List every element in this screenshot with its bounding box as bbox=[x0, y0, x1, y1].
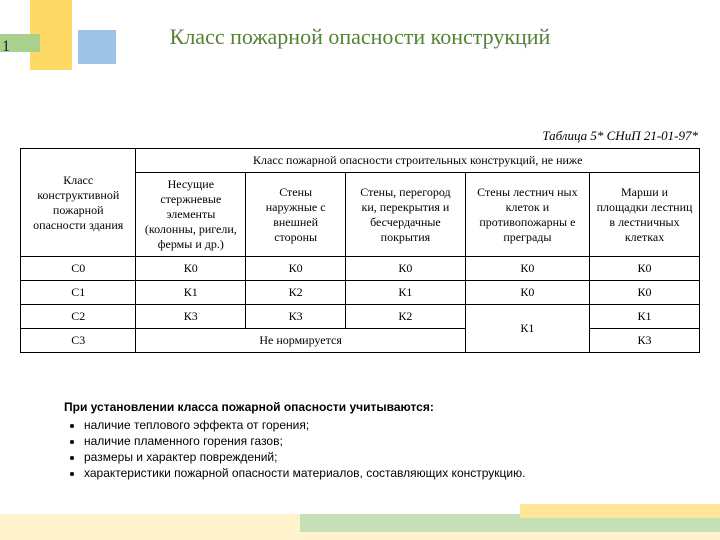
notes-item: наличие теплового эффекта от горения; bbox=[84, 418, 684, 432]
cell: К0 bbox=[346, 257, 466, 281]
table-caption: Таблица 5* СНиП 21-01-97* bbox=[542, 128, 698, 144]
table-row: С1 К1 К2 К1 К0 К0 bbox=[21, 281, 700, 305]
subheader-4: Стены лестнич ных клеток и противопожарн… bbox=[465, 173, 589, 257]
cell: К0 bbox=[590, 257, 700, 281]
subheader-5: Марши и площадки лестниц в лестничных кл… bbox=[590, 173, 700, 257]
cell: К2 bbox=[346, 305, 466, 329]
table-row: С0 К0 К0 К0 К0 К0 bbox=[21, 257, 700, 281]
cell: К1 bbox=[346, 281, 466, 305]
col-header-group: Класс пожарной опасности строительных ко… bbox=[136, 149, 700, 173]
decor-bottom-yellow2 bbox=[520, 504, 720, 518]
notes-block: При установлении класса пожарной опаснос… bbox=[64, 400, 684, 482]
notes-title: При установлении класса пожарной опаснос… bbox=[64, 400, 684, 414]
page-title: Класс пожарной опасности конструкций bbox=[0, 24, 720, 50]
table-row: С3 Не нормируется К3 bbox=[21, 329, 700, 353]
fire-hazard-table: Класс конструктивной пожарной опасности … bbox=[20, 148, 700, 353]
table-row: С2 К3 К3 К2 К1 К1 bbox=[21, 305, 700, 329]
subheader-3: Стены, перегород ки, перекрытия и бесчер… bbox=[346, 173, 466, 257]
cell: К1 bbox=[136, 281, 246, 305]
notes-title-suffix: : bbox=[430, 400, 434, 414]
cell-c0: С2 bbox=[21, 305, 136, 329]
cell: К0 bbox=[465, 281, 589, 305]
cell: К0 bbox=[465, 257, 589, 281]
cell: К3 bbox=[136, 305, 246, 329]
subheader-2: Стены наружные с внешней стороны bbox=[246, 173, 346, 257]
notes-item: наличие пламенного горения газов; bbox=[84, 434, 684, 448]
notes-list: наличие теплового эффекта от горения; на… bbox=[66, 418, 684, 480]
cell: К3 bbox=[590, 329, 700, 353]
notes-item: размеры и характер повреждений; bbox=[84, 450, 684, 464]
table-header-row-1: Класс конструктивной пожарной опасности … bbox=[21, 149, 700, 173]
cell: К1 bbox=[590, 305, 700, 329]
notes-item: характеристики пожарной опасности матери… bbox=[84, 466, 684, 480]
cell-c0: С3 bbox=[21, 329, 136, 353]
cell: К3 bbox=[246, 305, 346, 329]
cell-merged: Не нормируется bbox=[136, 329, 465, 353]
subheader-1: Несущие стержневые элементы (колонны, ри… bbox=[136, 173, 246, 257]
cell: К0 bbox=[590, 281, 700, 305]
col-header-building-class: Класс конструктивной пожарной опасности … bbox=[21, 149, 136, 257]
cell: К1 bbox=[465, 305, 589, 353]
cell: К0 bbox=[136, 257, 246, 281]
cell-c0: С1 bbox=[21, 281, 136, 305]
cell-c0: С0 bbox=[21, 257, 136, 281]
cell: К2 bbox=[246, 281, 346, 305]
cell: К0 bbox=[246, 257, 346, 281]
notes-title-text: При установлении класса пожарной опаснос… bbox=[64, 400, 430, 414]
